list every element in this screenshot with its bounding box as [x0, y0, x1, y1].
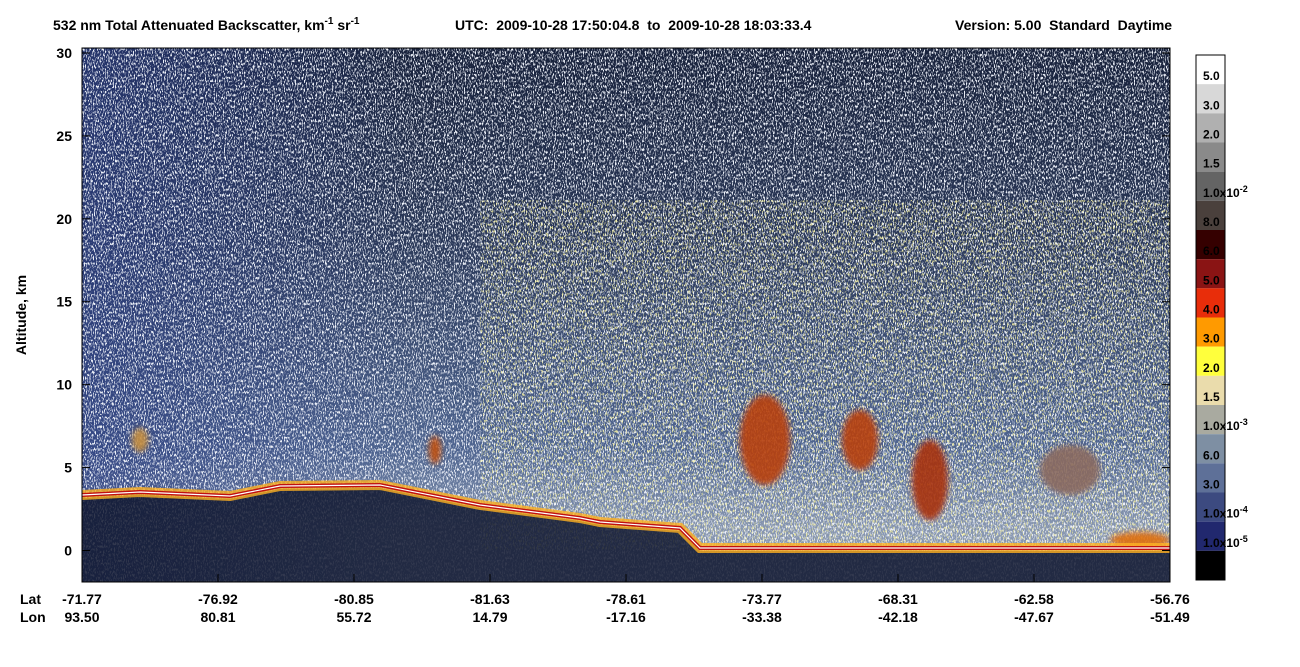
colorbar-label: 4.0: [1203, 303, 1220, 317]
colorbar-label: 1.5: [1203, 157, 1220, 171]
x-tick-label: -71.77: [62, 591, 102, 607]
x-tick-label: -80.85: [334, 591, 374, 607]
x-tick-label: -42.18: [878, 609, 918, 625]
colorbar-label-exp: -2: [1240, 184, 1248, 194]
x-row-name: Lat: [20, 591, 41, 607]
version-label: Version: 5.00 Standard Daytime: [955, 17, 1172, 33]
x-tick-label: -81.63: [470, 591, 510, 607]
colorbar-label: 1.5: [1203, 390, 1220, 404]
colorbar-swatch: [1196, 346, 1225, 376]
x-tick-label: 80.81: [200, 609, 235, 625]
colorbar-frame: [1195, 54, 1226, 581]
curtain-image: [82, 48, 1170, 582]
colorbar-swatch: [1196, 84, 1225, 114]
colorbar-label: 3.0: [1203, 478, 1220, 492]
colorbar-label: 3.0: [1203, 98, 1220, 112]
colorbar-swatch: [1196, 521, 1225, 551]
y-tick-label: 15: [56, 294, 72, 310]
colorbar-label-base: 1.0x10: [1203, 507, 1240, 521]
x-tick-label: 14.79: [472, 609, 507, 625]
x-tick-label: -33.38: [742, 609, 782, 625]
colorbar-label: 6.0: [1203, 448, 1220, 462]
y-axis-label: Altitude, km: [13, 275, 29, 355]
x-row-name: Lon: [20, 609, 46, 625]
colorbar-label-exp: -4: [1240, 505, 1248, 515]
x-tick-label: -76.92: [198, 591, 238, 607]
colorbar-swatch: [1196, 142, 1225, 172]
chart-title: 532 nm Total Attenuated Backscatter, km-…: [53, 16, 360, 33]
colorbar-label: 1.0x10-3: [1203, 417, 1248, 433]
title-sup: -1: [325, 16, 334, 27]
x-tick-label: -73.77: [742, 591, 782, 607]
y-tick-label: 10: [56, 377, 72, 393]
x-tick-label: 55.72: [336, 609, 371, 625]
colorbar-label: 1.0x10-4: [1203, 505, 1248, 521]
x-tick-label: -56.76: [1150, 591, 1190, 607]
colorbar-label-base: 1.0x10: [1203, 536, 1240, 550]
colorbar-label: 1.0x10-2: [1203, 184, 1248, 200]
colorbar-swatch: [1196, 405, 1225, 435]
x-tick-label: -51.49: [1150, 609, 1190, 625]
y-tick-label: 5: [64, 460, 72, 476]
colorbar-swatch: [1196, 463, 1225, 493]
colorbar-label: 2.0: [1203, 128, 1220, 142]
x-tick-label: -68.31: [878, 591, 918, 607]
colorbar-swatch: [1196, 288, 1225, 318]
colorbar-swatch: [1196, 550, 1225, 580]
colorbar-label-exp: -3: [1240, 417, 1248, 427]
x-tick-label: -17.16: [606, 609, 646, 625]
x-tick-label: -47.67: [1014, 609, 1054, 625]
colorbar-label: 5.0: [1203, 273, 1220, 287]
colorbar-label: 6.0: [1203, 244, 1220, 258]
y-tick-label: 0: [64, 542, 72, 558]
colorbar-swatch: [1196, 375, 1225, 405]
colorbar-swatch: [1196, 317, 1225, 347]
colorbar-swatch: [1196, 55, 1225, 85]
colorbar-label-base: 1.0x10: [1203, 186, 1240, 200]
colorbar: 5.03.02.01.51.0x10-28.06.05.04.03.02.01.…: [1195, 54, 1248, 581]
y-tick-label: 25: [56, 128, 72, 144]
y-tick-label: 30: [56, 45, 72, 61]
title-text: sr: [333, 17, 351, 33]
colorbar-label-exp: -5: [1240, 534, 1248, 544]
colorbar-label: 5.0: [1203, 69, 1220, 83]
y-tick-label: 20: [56, 211, 72, 227]
colorbar-label-base: 1.0x10: [1203, 419, 1240, 433]
colorbar-label: 3.0: [1203, 332, 1220, 346]
colorbar-swatch: [1196, 171, 1225, 201]
colorbar-swatch: [1196, 230, 1225, 260]
colorbar-swatch: [1196, 200, 1225, 230]
x-tick-label: -78.61: [606, 591, 646, 607]
colorbar-swatch: [1196, 113, 1225, 143]
colorbar-swatch: [1196, 434, 1225, 464]
x-tick-label: -62.58: [1014, 591, 1054, 607]
colorbar-swatch: [1196, 492, 1225, 522]
colorbar-label: 2.0: [1203, 361, 1220, 375]
colorbar-swatch: [1196, 259, 1225, 289]
x-tick-label: 93.50: [64, 609, 99, 625]
title-sup: -1: [351, 16, 360, 27]
colorbar-label: 1.0x10-5: [1203, 534, 1248, 550]
title-text: 532 nm Total Attenuated Backscatter, km: [53, 17, 325, 33]
colorbar-label: 8.0: [1203, 215, 1220, 229]
chart-subtitle: UTC: 2009-10-28 17:50:04.8 to 2009-10-28…: [455, 17, 812, 33]
